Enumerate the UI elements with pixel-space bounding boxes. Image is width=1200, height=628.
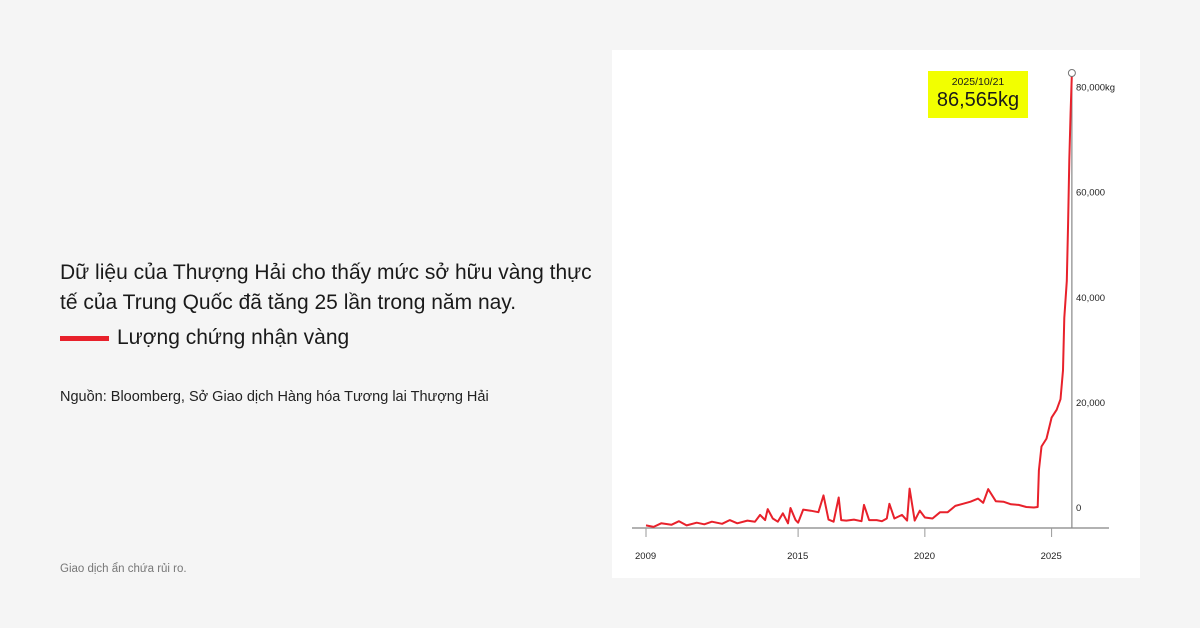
legend-label: Lượng chứng nhận vàng xyxy=(117,326,350,349)
peak-marker xyxy=(1067,69,1076,78)
x-tick-label: 2015 xyxy=(787,551,808,562)
chart-panel: 2009 2015 2020 2025 0 20,000 40,000 60,000 80,00… xyxy=(612,50,1140,578)
y-tick-label: 20,000 xyxy=(1076,398,1105,409)
risk-disclaimer: Giao dịch ẩn chứa rủi ro. xyxy=(60,563,187,575)
callout-value: 86,565kg xyxy=(936,89,1020,111)
x-tick-label: 2020 xyxy=(914,551,935,562)
line-chart: 2009 2015 2020 2025 0 20,000 40,000 60,000 80,00… xyxy=(632,69,1115,562)
y-tick-label: 80,000kg xyxy=(1076,83,1115,94)
callout-date: 2025/10/21 xyxy=(951,76,1005,88)
y-tick-label: 60,000 xyxy=(1076,188,1105,199)
y-tick-label: 40,000 xyxy=(1076,293,1105,304)
x-tick-label: 2009 xyxy=(635,551,656,562)
legend: Lượng chứng nhận vàng xyxy=(60,326,349,350)
series-line xyxy=(645,72,1073,528)
legend-swatch xyxy=(60,335,109,341)
source-note: Nguồn: Bloomberg, Sở Giao dịch Hàng hóa … xyxy=(60,389,489,405)
headline: Dữ liệu của Thượng Hải cho thấy mức sở h… xyxy=(60,261,592,314)
y-tick-label: 0 xyxy=(1076,503,1081,514)
x-tick-label: 2025 xyxy=(1041,551,1062,562)
peak-callout: 2025/10/21 86,565kg xyxy=(928,71,1028,118)
